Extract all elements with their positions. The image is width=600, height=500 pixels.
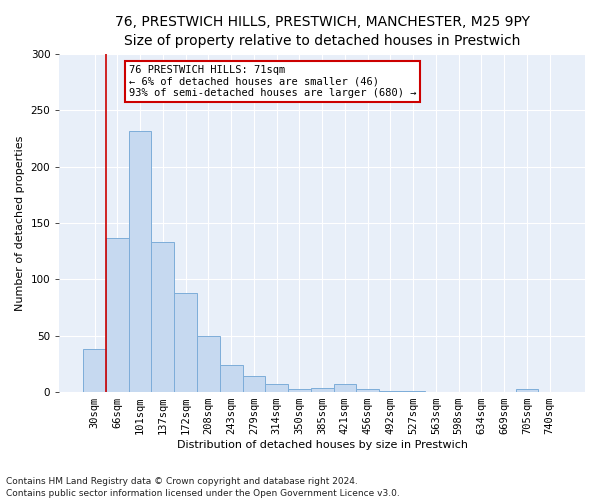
Text: Contains HM Land Registry data © Crown copyright and database right 2024.
Contai: Contains HM Land Registry data © Crown c… <box>6 476 400 498</box>
Bar <box>220 365 242 392</box>
Bar <box>129 130 151 392</box>
Bar <box>151 242 174 392</box>
Bar <box>242 376 265 392</box>
Title: 76, PRESTWICH HILLS, PRESTWICH, MANCHESTER, M25 9PY
Size of property relative to: 76, PRESTWICH HILLS, PRESTWICH, MANCHEST… <box>115 15 530 48</box>
Bar <box>334 384 356 392</box>
Bar <box>106 238 129 392</box>
Bar <box>515 388 538 392</box>
Bar <box>356 388 379 392</box>
Bar <box>197 336 220 392</box>
X-axis label: Distribution of detached houses by size in Prestwich: Distribution of detached houses by size … <box>176 440 467 450</box>
Bar <box>288 388 311 392</box>
Y-axis label: Number of detached properties: Number of detached properties <box>15 136 25 310</box>
Bar <box>265 384 288 392</box>
Bar <box>83 349 106 392</box>
Bar <box>379 391 402 392</box>
Bar <box>311 388 334 392</box>
Bar <box>402 391 425 392</box>
Bar <box>174 293 197 392</box>
Text: 76 PRESTWICH HILLS: 71sqm
← 6% of detached houses are smaller (46)
93% of semi-d: 76 PRESTWICH HILLS: 71sqm ← 6% of detach… <box>129 65 416 98</box>
